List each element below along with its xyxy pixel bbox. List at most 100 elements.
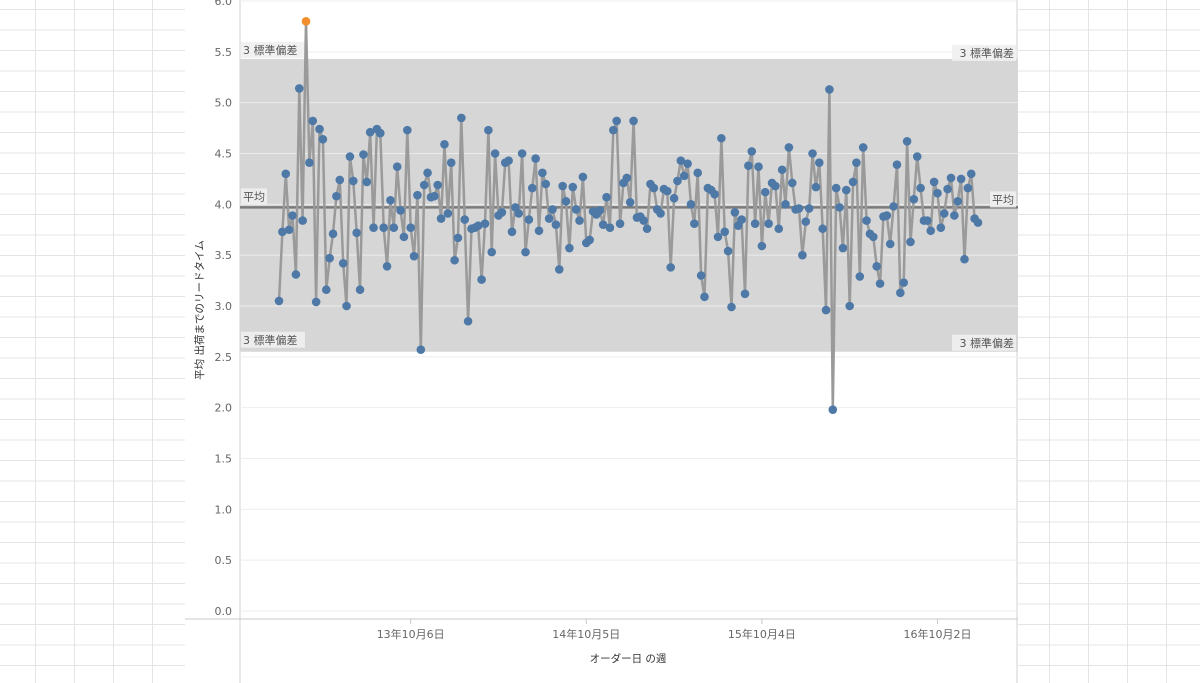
data-point <box>487 247 497 257</box>
data-point <box>740 289 750 299</box>
y-tick-label: 3.0 <box>215 300 233 313</box>
data-point <box>801 217 811 226</box>
data-point <box>321 285 331 295</box>
data-point <box>933 188 942 198</box>
data-point <box>818 224 827 234</box>
data-point <box>612 116 621 126</box>
data-point <box>747 147 757 156</box>
data-point <box>625 198 635 207</box>
data-point <box>764 219 773 228</box>
data-point <box>278 227 287 237</box>
data-point <box>615 219 625 228</box>
data-point <box>484 125 493 135</box>
data-point <box>835 203 844 212</box>
data-point <box>683 159 692 168</box>
data-point <box>325 253 334 263</box>
data-point <box>335 175 345 185</box>
data-point <box>774 224 784 234</box>
data-point <box>821 305 831 315</box>
data-point <box>450 255 459 265</box>
data-point <box>386 195 395 205</box>
data-point <box>477 275 486 284</box>
data-point <box>693 168 703 178</box>
data-point <box>926 226 936 236</box>
data-point <box>355 285 365 295</box>
data-point <box>696 271 706 280</box>
data-point <box>943 184 952 194</box>
data-point <box>578 172 588 182</box>
x-axis-title: オーダー日 の週 <box>590 652 667 665</box>
mean-label-left: 平均 <box>243 190 265 203</box>
data-point <box>794 204 804 213</box>
data-point <box>889 202 898 211</box>
data-point <box>446 158 456 167</box>
lower-limit-label-left: 3 標準偏差 <box>243 333 298 347</box>
data-point <box>602 192 611 202</box>
y-tick-label: 0.5 <box>215 554 233 567</box>
data-point <box>858 143 868 152</box>
data-point <box>440 140 449 149</box>
data-point <box>956 174 966 184</box>
data-point <box>730 208 740 217</box>
mean-label-left-bg <box>241 188 267 205</box>
outlier-point <box>301 17 311 26</box>
data-point <box>855 272 865 281</box>
data-point <box>916 183 925 193</box>
data-point <box>507 227 517 237</box>
data-point <box>294 84 304 93</box>
data-point <box>571 205 581 214</box>
data-point <box>656 209 665 218</box>
data-point <box>710 189 719 199</box>
data-point <box>808 149 817 158</box>
data-point <box>281 169 291 179</box>
data-point <box>676 156 686 165</box>
data-point <box>423 168 432 178</box>
mean-label-right: 平均 <box>992 193 1014 206</box>
data-point <box>342 301 351 311</box>
data-point <box>416 345 426 355</box>
data-point <box>409 251 419 261</box>
data-point <box>727 302 736 312</box>
upper-limit-label-left: 3 標準偏差 <box>243 43 298 57</box>
data-point <box>419 180 429 190</box>
data-point <box>514 209 524 218</box>
data-point <box>828 405 838 415</box>
upper-limit-label-left-bg <box>241 41 305 58</box>
data-point <box>720 227 730 237</box>
data-point <box>490 149 500 158</box>
data-point <box>365 127 375 137</box>
chart-panel: 3 標準偏差 3 標準偏差 3 標準偏差 3 標準偏差 平均 平均 0.0 0.5 1.0 1.… <box>185 0 1018 683</box>
data-point <box>376 128 385 138</box>
data-point <box>848 177 858 187</box>
data-point <box>504 156 513 165</box>
data-point <box>845 301 854 311</box>
data-point <box>946 173 956 183</box>
data-point <box>328 229 338 239</box>
data-point <box>825 85 834 94</box>
lower-limit-label-right-bg <box>952 334 1016 351</box>
data-point <box>457 113 466 123</box>
mean-label-right-bg <box>990 191 1016 208</box>
data-point <box>399 232 409 242</box>
data-point <box>950 211 959 220</box>
data-point <box>713 232 723 242</box>
y-tick-label: 2.5 <box>215 351 233 364</box>
data-point <box>443 209 453 218</box>
data-point <box>575 216 584 225</box>
y-tick-label: 1.0 <box>215 503 233 516</box>
data-point <box>966 169 976 179</box>
data-point <box>811 182 821 192</box>
data-point <box>909 194 919 204</box>
data-point <box>666 263 676 272</box>
data-point <box>568 182 578 192</box>
data-point <box>814 158 824 167</box>
data-point <box>379 223 388 233</box>
data-point <box>403 125 412 135</box>
data-point <box>787 178 797 188</box>
data-point <box>497 208 507 217</box>
data-point <box>551 220 561 229</box>
y-tick-label: 2.0 <box>215 402 233 415</box>
data-point <box>936 223 946 233</box>
data-point <box>899 278 909 287</box>
